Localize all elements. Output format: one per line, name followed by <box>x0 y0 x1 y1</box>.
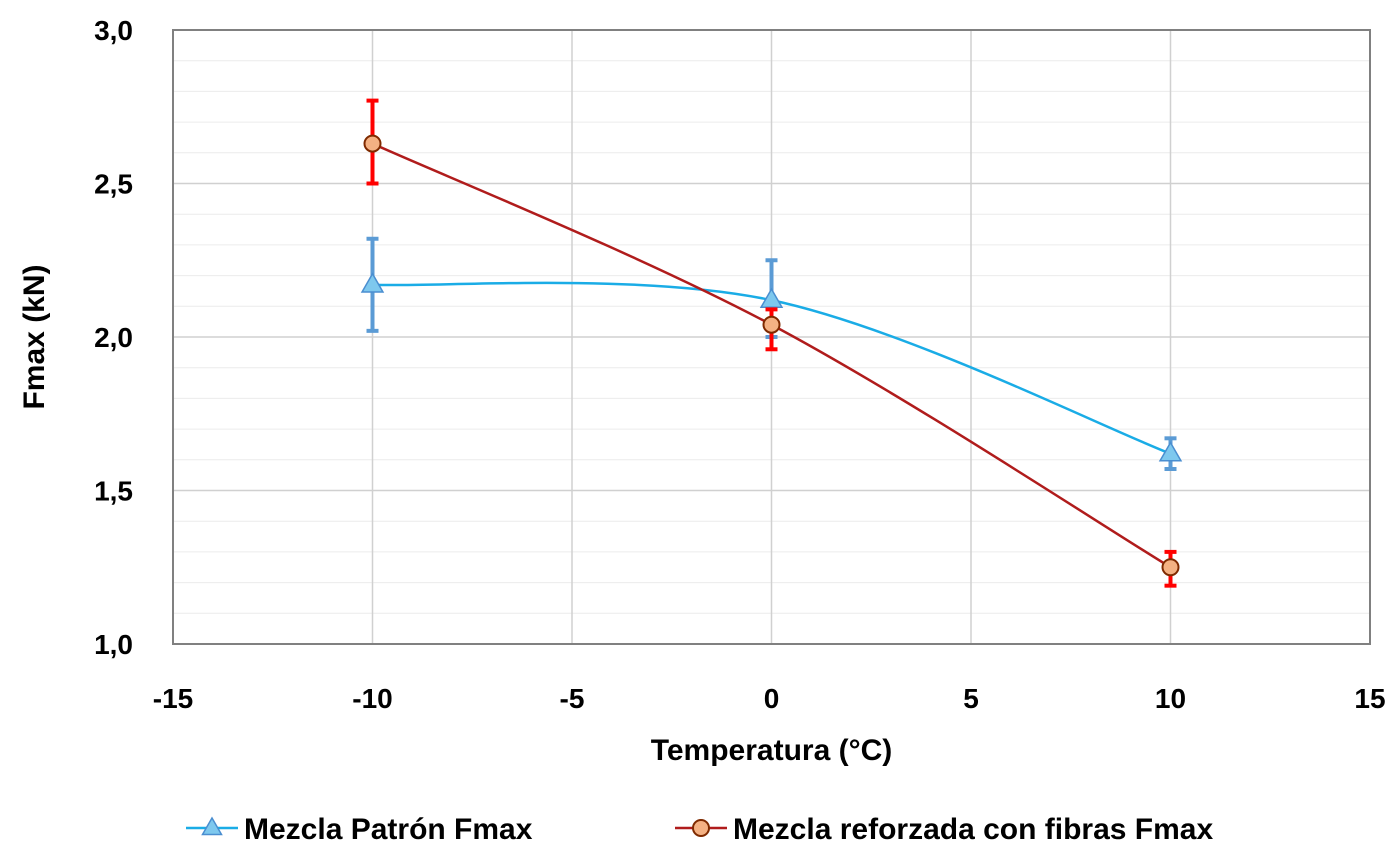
plot-area <box>172 29 1371 645</box>
legend-circle-marker <box>692 819 710 837</box>
legend-item-reforzada: Mezcla reforzada con fibras Fmax <box>675 813 1213 843</box>
x-tick-label: 10 <box>1155 683 1186 714</box>
data-point-circle <box>762 315 781 334</box>
x-tick-label: -15 <box>153 683 193 714</box>
data-point-triangle <box>759 287 784 309</box>
series-layer <box>360 98 1183 588</box>
y-tick-label: 1,5 <box>94 476 133 507</box>
legend-item-patron: Mezcla Patrón Fmax <box>186 813 533 843</box>
y-tick-label: 2,0 <box>94 322 133 353</box>
y-tick-label: 2,5 <box>94 169 133 200</box>
x-axis-title: Temperatura (°C) <box>651 734 892 767</box>
legend-label-reforzada: Mezcla reforzada con fibras Fmax <box>733 813 1213 843</box>
legend-label-patron: Mezcla Patrón Fmax <box>244 813 533 843</box>
y-axis-title: Fmax (kN) <box>18 264 51 409</box>
data-point-triangle <box>360 272 385 293</box>
data-point-triangle <box>1158 441 1183 462</box>
x-tick-label: -5 <box>560 683 585 714</box>
x-tick-label: 5 <box>963 683 979 714</box>
legend-triangle-marker <box>201 816 223 836</box>
series-reforzada <box>363 98 1180 588</box>
data-point-circle <box>363 134 382 153</box>
legend: Mezcla Patrón Fmax Mezcla reforzada con … <box>186 813 1213 843</box>
x-tick-label: -10 <box>352 683 392 714</box>
tick-labels: -15 -10 -5 0 5 10 15 1,0 1,5 2,0 2,5 3,0 <box>94 15 1386 714</box>
y-tick-label: 3,0 <box>94 15 133 46</box>
y-tick-label: 1,0 <box>94 629 133 660</box>
x-tick-label: 15 <box>1354 683 1385 714</box>
data-point-circle <box>1161 558 1180 577</box>
x-tick-label: 0 <box>764 683 780 714</box>
